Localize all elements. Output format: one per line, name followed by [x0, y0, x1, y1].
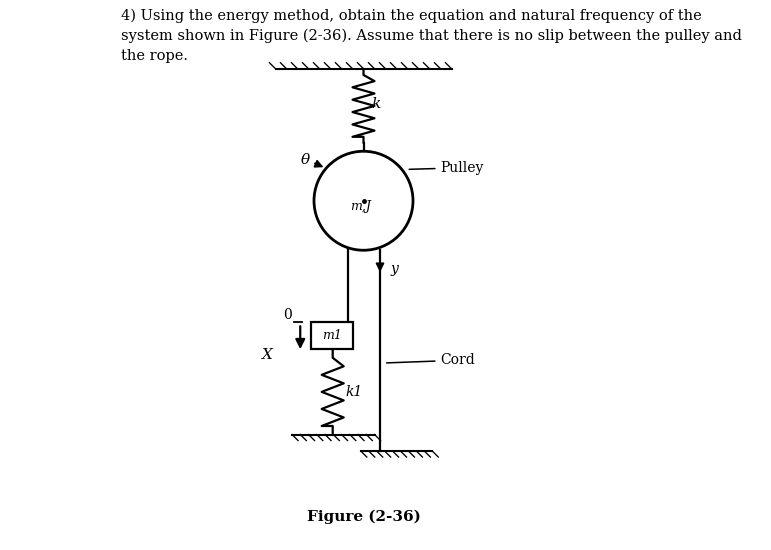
- Text: Figure (2-36): Figure (2-36): [307, 510, 420, 524]
- Text: k1: k1: [346, 384, 363, 399]
- Text: 4) Using the energy method, obtain the equation and natural frequency of the
sys: 4) Using the energy method, obtain the e…: [122, 8, 742, 63]
- Text: Cord: Cord: [386, 353, 475, 367]
- Text: Pulley: Pulley: [409, 161, 484, 175]
- Text: k: k: [372, 97, 381, 112]
- Text: 0: 0: [283, 308, 292, 322]
- Text: m1: m1: [322, 329, 342, 342]
- Text: m,J: m,J: [350, 200, 371, 213]
- Text: θ: θ: [301, 152, 310, 167]
- Bar: [311, 322, 352, 349]
- Text: y: y: [391, 262, 399, 277]
- Text: X: X: [262, 348, 273, 362]
